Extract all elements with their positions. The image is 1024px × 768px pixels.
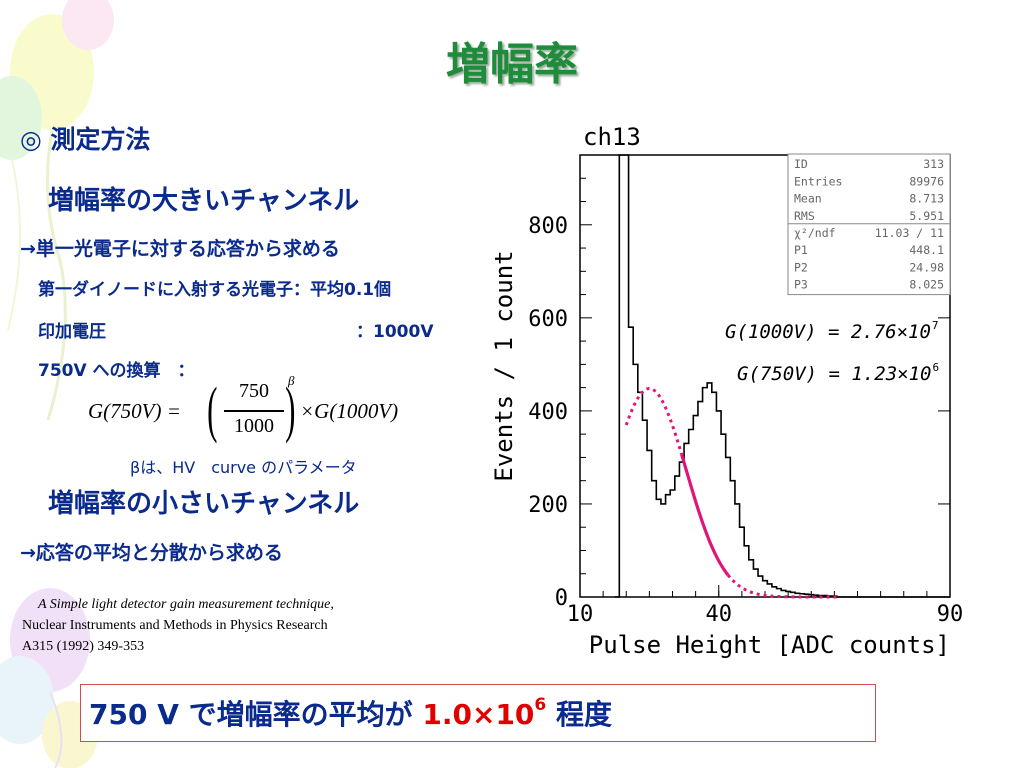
small-channel-line1: →応答の平均と分散から求める xyxy=(20,542,283,564)
formula-right-paren: ) xyxy=(285,376,296,444)
y-axis-label: Events / 1 count xyxy=(490,250,518,481)
histogram-chart: 0 200 400 600 800 10 40 90 ch13 Pulse Height [ADC… xyxy=(490,123,964,659)
chart-title: ch13 xyxy=(583,123,641,151)
large-channel-heading: 増幅率の大きいチャンネル xyxy=(48,186,360,216)
x-tick-label: 10 xyxy=(567,602,594,627)
conversion-formula: G(750V) = ( 750 1000 ) β ×G(1000V) xyxy=(88,373,448,445)
stats-key: χ²/ndf xyxy=(794,226,836,240)
stats-value: 313 xyxy=(923,157,944,171)
citation-line1: A Simple light detector gain measurement… xyxy=(38,597,334,612)
summary-value-exponent: 6 xyxy=(534,694,547,715)
y-tick-label: 0 xyxy=(555,586,568,611)
voltage-value: ：1000V xyxy=(356,322,434,342)
stats-key: RMS xyxy=(794,209,815,223)
y-tick-label: 200 xyxy=(528,493,568,518)
stats-key: Entries xyxy=(794,174,842,188)
stats-value: 8.713 xyxy=(909,192,944,206)
fit-curve-dotted-right xyxy=(726,574,840,599)
x-tick-label: 90 xyxy=(937,602,964,627)
stats-key: ID xyxy=(794,157,808,171)
gain-annotation-exponent: 6 xyxy=(932,361,939,374)
stats-value: 5.951 xyxy=(909,209,944,223)
formula-left-paren: ( xyxy=(207,376,218,444)
formula-numerator: 750 xyxy=(239,380,269,402)
large-channel-line1: →単一光電子に対する応答から求める xyxy=(20,238,340,260)
citation: A Simple light detector gain measurement… xyxy=(22,594,472,657)
stats-key: P1 xyxy=(794,243,808,257)
slide-title: 増幅率 xyxy=(446,39,578,90)
stats-key: P2 xyxy=(794,260,808,274)
summary-value: 1.0×106 xyxy=(422,694,547,731)
large-channel-line2: 第一ダイノードに入射する光電子：平均0.1個 xyxy=(38,280,392,300)
stats-key: Mean xyxy=(794,192,822,206)
gain-annotation: G(750V) = 1.23×10 xyxy=(737,363,931,385)
stats-value: 11.03 / 11 xyxy=(875,226,944,240)
fit-curve-solid xyxy=(680,454,730,576)
y-tick-label: 600 xyxy=(528,307,568,332)
gain-annotation: G(1000V) = 2.76×10 xyxy=(725,321,931,343)
summary-suffix: 程度 xyxy=(546,698,612,731)
small-channel-heading: 増幅率の小さいチャンネル xyxy=(48,489,360,519)
conversion-label: 750V への換算 ： xyxy=(38,361,195,381)
beta-note: βは、HV curve のパラメータ xyxy=(130,458,357,477)
formula-exponent: β xyxy=(288,373,295,388)
voltage-label: 印加電圧 xyxy=(38,322,106,342)
stats-value: 24.98 xyxy=(909,260,944,274)
summary-box: 750 V で増幅率の平均が 1.0×106 程度 xyxy=(80,684,876,742)
stats-value: 8.025 xyxy=(909,278,944,292)
stats-key: P3 xyxy=(794,278,808,292)
fit-curve-dotted-left xyxy=(624,387,684,456)
formula-rhs: ×G(1000V) xyxy=(300,399,399,423)
stats-value: 448.1 xyxy=(909,243,944,257)
stats-value: 89976 xyxy=(909,174,944,188)
formula-fraction-bar xyxy=(224,410,284,412)
summary-prefix: 750 V で増幅率の平均が xyxy=(89,698,423,731)
y-tick-label: 400 xyxy=(528,400,568,425)
summary-text: 750 V で増幅率の平均が 1.0×106 程度 xyxy=(89,693,612,733)
formula-lhs: G(750V) = xyxy=(88,399,181,423)
x-tick-label: 40 xyxy=(706,602,733,627)
histogram-series xyxy=(614,154,950,598)
citation-line3: A315 (1992) 349-353 xyxy=(22,639,145,654)
formula-denominator: 1000 xyxy=(234,415,274,437)
summary-value-base: 1.0×10 xyxy=(422,698,535,731)
section-heading: ◎ 測定方法 xyxy=(20,125,151,154)
balloon-decoration-top xyxy=(0,0,114,421)
gain-annotation-exponent: 7 xyxy=(932,319,939,332)
citation-line2: Nuclear Instruments and Methods in Physi… xyxy=(22,618,328,633)
x-axis-label: Pulse Height [ADC counts] xyxy=(589,631,950,659)
y-tick-label: 800 xyxy=(528,214,568,239)
